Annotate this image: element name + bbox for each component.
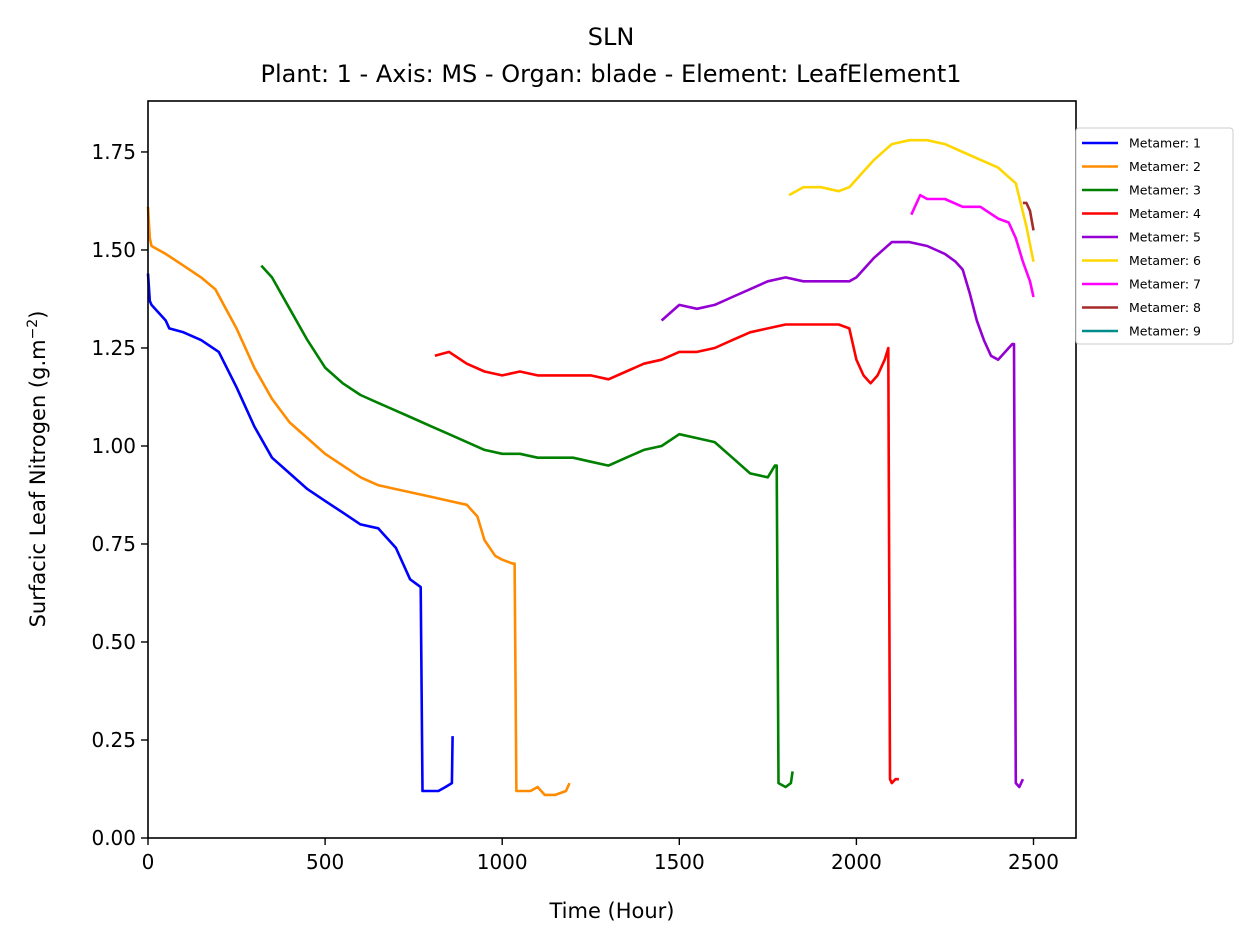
y-tick-label: 0.00 (91, 826, 136, 850)
y-axis-label-unit: −2 (25, 319, 41, 340)
x-tick-label: 2500 (1008, 850, 1059, 874)
legend-label: Metamer: 2 (1129, 159, 1201, 174)
legend-label: Metamer: 4 (1129, 206, 1201, 221)
series-line-metamer-7 (910, 193, 1035, 298)
series-line-metamer-1 (146, 273, 454, 793)
chart-subtitle: Plant: 1 - Axis: MS - Organ: blade - Ele… (260, 60, 961, 88)
x-tick-label: 2000 (831, 850, 882, 874)
legend: Metamer: 1 Metamer: 2 Metamer: 3 Metamer: 4… (1075, 127, 1234, 345)
y-tick-label: 0.25 (91, 728, 136, 752)
legend-label: Metamer: 6 (1129, 253, 1201, 268)
series-line-metamer-4 (434, 323, 899, 785)
y-axis-label-suffix: ) (26, 311, 50, 319)
series-line-metamer-5 (660, 240, 1025, 789)
legend-box (1075, 127, 1234, 345)
series-line-metamer-3 (260, 264, 794, 789)
x-axis-label: Time (Hour) (548, 899, 674, 923)
legend-label: Metamer: 3 (1129, 183, 1201, 198)
x-tick-label: 0 (142, 850, 155, 874)
y-tick-label: 0.75 (91, 532, 136, 556)
x-tick-label: 1000 (477, 850, 528, 874)
series-line-metamer-6 (788, 138, 1035, 262)
plot-lines (146, 138, 1035, 797)
y-tick-label: 1.25 (91, 336, 136, 360)
legend-label: Metamer: 9 (1129, 324, 1201, 339)
y-tick-label: 0.50 (91, 630, 136, 654)
y-tick-label: 1.50 (91, 238, 136, 262)
plot-frame (147, 100, 1077, 839)
legend-label: Metamer: 7 (1129, 277, 1201, 292)
chart-title: SLN (588, 23, 635, 51)
legend-label: Metamer: 5 (1129, 230, 1201, 245)
legend-label: Metamer: 8 (1129, 300, 1201, 315)
y-tick-label: 1.75 (91, 140, 136, 164)
y-axis-label-text: Surfacic Leaf Nitrogen (g.m (26, 339, 50, 627)
x-tick-label: 1500 (654, 850, 705, 874)
x-axis: 0 500 1000 1500 2000 2500 (142, 838, 1059, 874)
y-tick-label: 1.00 (91, 434, 136, 458)
y-axis-label: Surfacic Leaf Nitrogen (g.m−2) (25, 311, 50, 628)
x-tick-label: 500 (306, 850, 344, 874)
legend-label: Metamer: 1 (1129, 136, 1201, 151)
series-line-metamer-8 (1022, 201, 1035, 231)
series-line-metamer-2 (146, 206, 571, 797)
y-axis: 0.00 0.25 0.50 0.75 1.00 1.25 1.50 1.75 (91, 140, 148, 850)
